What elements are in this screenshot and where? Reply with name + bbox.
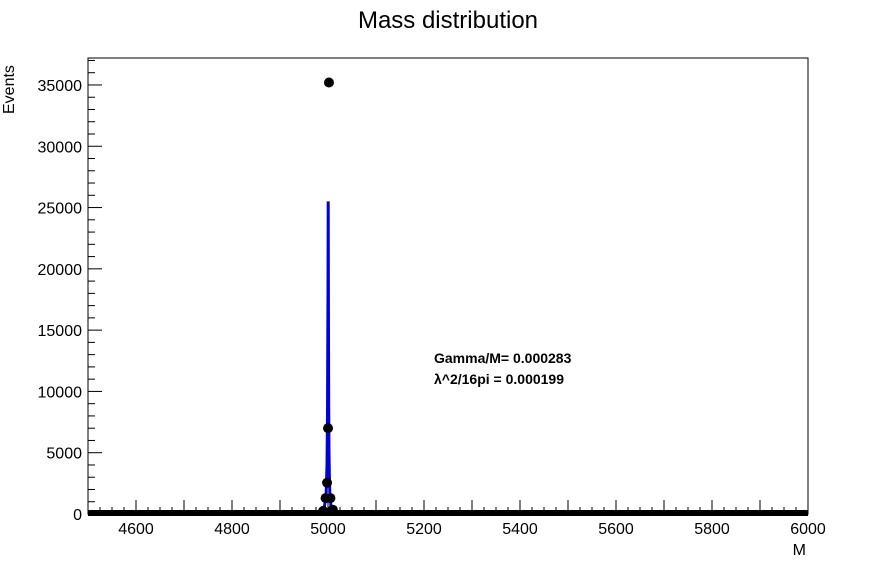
- x-tick-label: 5200: [406, 521, 442, 538]
- x-axis-title: M: [793, 542, 806, 559]
- x-tick-label: 5800: [694, 521, 730, 538]
- plot-frame: [87, 57, 809, 515]
- y-tick-label: 10000: [38, 384, 83, 401]
- data-points-group: [88, 77, 808, 516]
- x-tick-label: 5600: [598, 521, 634, 538]
- axis-ticks: [87, 59, 809, 515]
- data-point: [323, 77, 334, 88]
- x-tick-label: 4800: [214, 521, 250, 538]
- x-tick-label: 4600: [118, 521, 154, 538]
- y-tick-label: 15000: [38, 323, 83, 340]
- y-axis-title: Events: [1, 65, 18, 114]
- y-tick-label: 5000: [46, 446, 82, 463]
- y-tick-label: 30000: [38, 139, 83, 156]
- x-tick-label: 5400: [502, 521, 538, 538]
- x-tick-label: 6000: [790, 521, 826, 538]
- fit-curve-line: [322, 201, 335, 514]
- y-tick-label: 0: [73, 507, 82, 524]
- data-point: [318, 505, 329, 516]
- y-tick-label: 20000: [38, 262, 83, 279]
- y-tick-label: 35000: [38, 78, 83, 95]
- x-tick-label: 5000: [310, 521, 346, 538]
- tick-labels: 4600 4800 5000 5200 5400 5600 5800 6000 0 5000 100…: [38, 78, 826, 538]
- data-point: [327, 504, 338, 515]
- annotation-lambda-ratio: λ^2/16pi = 0.000199: [434, 371, 564, 387]
- annotation-gamma-over-m: Gamma/M= 0.000283: [434, 350, 572, 366]
- data-point: [325, 493, 336, 504]
- chart-title: Mass distribution: [358, 7, 538, 34]
- data-point: [322, 477, 333, 488]
- data-point: [323, 423, 333, 434]
- y-tick-label: 25000: [38, 201, 83, 218]
